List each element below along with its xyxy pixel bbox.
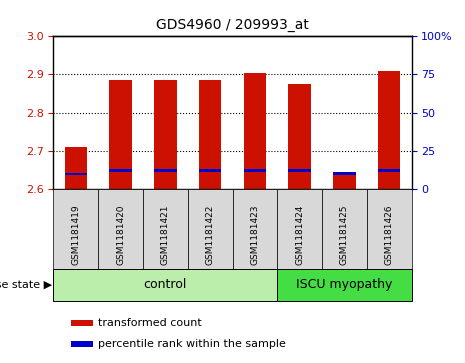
Bar [98,189,143,269]
Bar [378,169,400,172]
Text: GSM1181425: GSM1181425 [340,204,349,265]
Text: GSM1181424: GSM1181424 [295,204,304,265]
Bar [72,340,93,347]
Bar [65,173,87,175]
Bar [378,71,400,189]
Text: GSM1181423: GSM1181423 [250,204,259,265]
Bar [232,189,277,269]
Bar [188,189,232,269]
Bar [143,189,188,269]
Text: percentile rank within the sample: percentile rank within the sample [98,339,286,348]
Bar [288,84,311,189]
Bar [109,169,132,172]
Bar [333,172,356,175]
Text: GSM1181420: GSM1181420 [116,204,125,265]
Bar [154,169,177,172]
Bar [109,80,132,189]
Bar [199,169,221,172]
Text: control: control [144,278,187,291]
Bar [53,189,98,269]
Text: GSM1181421: GSM1181421 [161,204,170,265]
Bar [367,189,412,269]
Bar [322,189,367,269]
Bar [154,80,177,189]
Title: GDS4960 / 209993_at: GDS4960 / 209993_at [156,19,309,33]
Bar [277,269,412,301]
Bar [72,320,93,326]
Bar [333,174,356,189]
Bar [277,189,322,269]
Bar [65,147,87,189]
Bar [199,80,221,189]
Bar [244,169,266,172]
Bar [53,269,277,301]
Text: disease state ▶: disease state ▶ [0,280,53,290]
Text: ISCU myopathy: ISCU myopathy [296,278,392,291]
Text: GSM1181419: GSM1181419 [71,204,80,265]
Bar [244,73,266,189]
Text: GSM1181426: GSM1181426 [385,204,394,265]
Text: transformed count: transformed count [98,318,202,328]
Bar [288,169,311,172]
Text: GSM1181422: GSM1181422 [206,204,215,265]
